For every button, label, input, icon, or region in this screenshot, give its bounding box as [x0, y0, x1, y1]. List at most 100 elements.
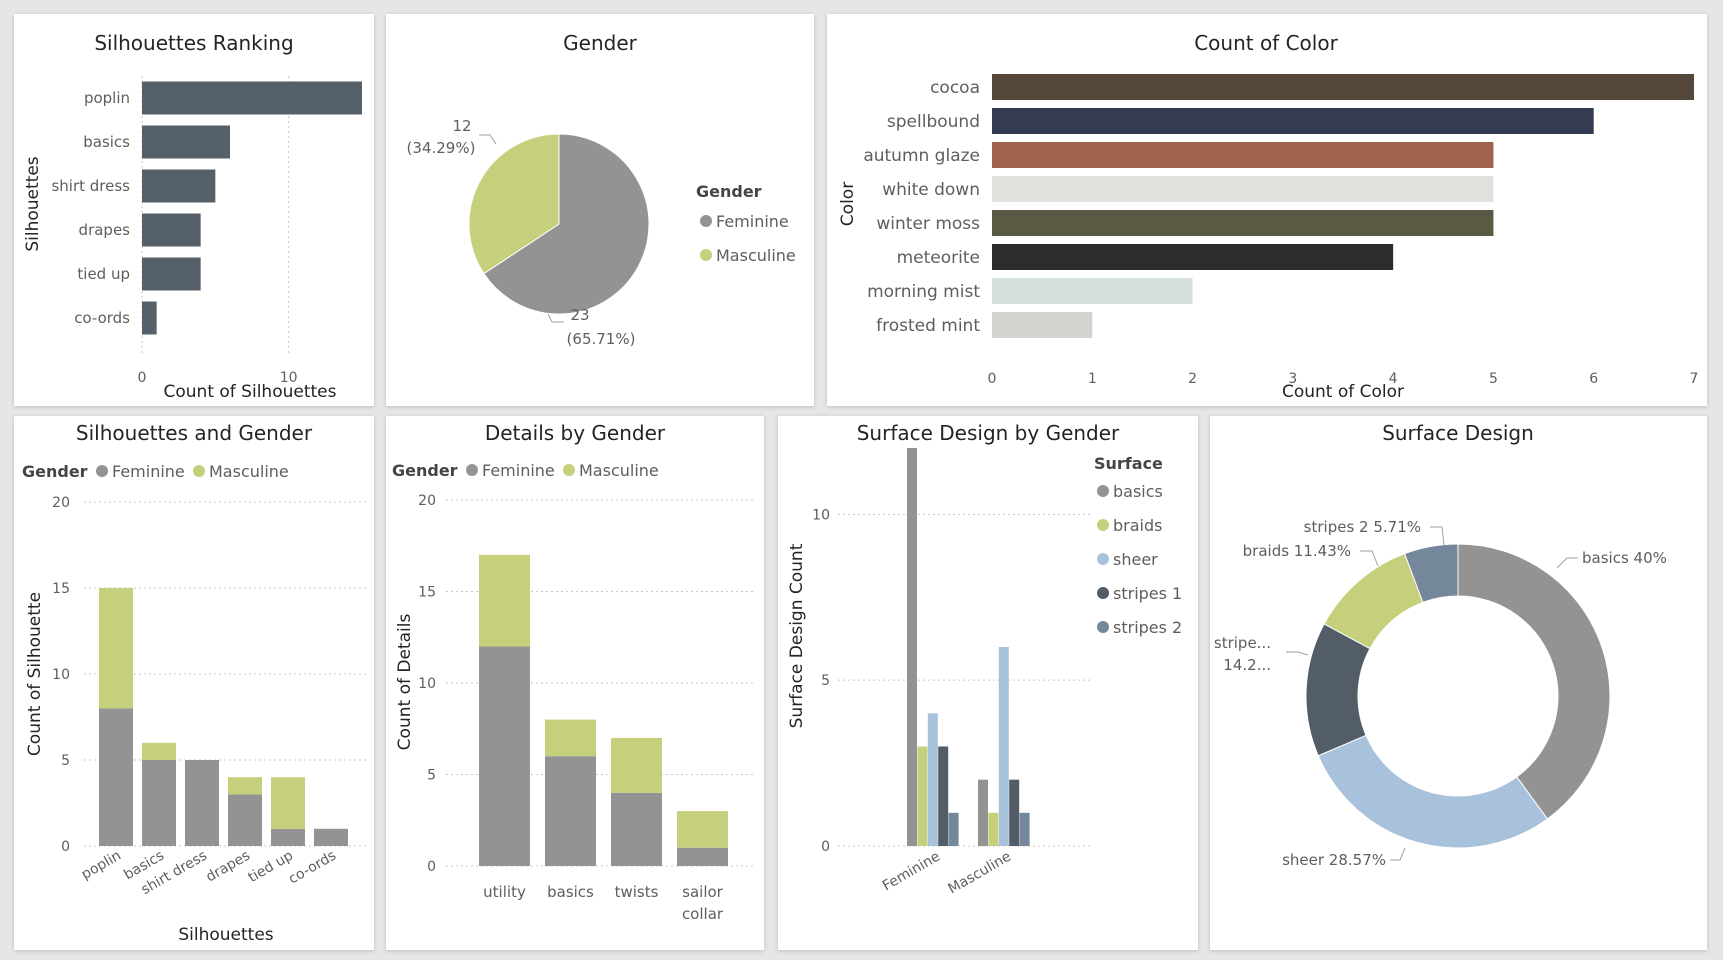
legend-item-feminine-label: Feminine [112, 462, 185, 481]
x-category-label: Feminine [880, 849, 943, 895]
slice-label: sheer 28.57% [1282, 851, 1386, 869]
y-category-label: spellbound [887, 112, 980, 132]
x-tick-label: 7 [1690, 371, 1699, 387]
legend-item-stripes-2-marker [1097, 621, 1109, 633]
legend-item-sheer-label: sheer [1113, 550, 1158, 569]
silhouettes-gender-chart: Silhouettes and Gender Gender Feminine Masc… [22, 421, 366, 945]
bar-segment-feminine-basics [142, 760, 176, 846]
bar-segment-masculine-poplin [99, 588, 133, 709]
slice-label: basics 40% [1582, 549, 1667, 567]
silhouettes-ranking-tile: Silhouettes Ranking 0 10 poplin basics shirt … [14, 14, 374, 406]
slice-pct-label: (34.29%) [407, 139, 476, 157]
slice-count-label: 12 [452, 117, 471, 135]
y-category-label: morning mist [867, 282, 980, 302]
y-tick-label: 5 [821, 673, 830, 689]
y-axis-title: Count of Silhouette [25, 592, 45, 756]
y-category-label: winter moss [876, 214, 980, 234]
y-category-label: autumn glaze [863, 146, 980, 166]
x-tick-label: 0 [988, 371, 997, 387]
gender-tile: Gender 12 (34.29%) 23 (65.71%) Gender Feminine… [386, 14, 814, 406]
legend-item-masculine-marker [563, 464, 575, 476]
slice-label: 14.2... [1223, 656, 1271, 674]
y-tick-label: 20 [52, 495, 70, 511]
x-tick-label: 6 [1589, 371, 1598, 387]
bar-segment-feminine-drapes [228, 794, 262, 846]
x-category-label: sailor [682, 883, 724, 901]
bar-white-down [992, 176, 1494, 202]
y-category-label: tied up [77, 265, 130, 283]
legend-title: Surface [1094, 454, 1163, 473]
bar-segment-masculine-twists [611, 737, 662, 793]
surface-design-chart: Surface Design basics 40% sheer 28.57% stri… [1214, 421, 1667, 869]
x-category-label: drapes [203, 848, 253, 886]
bar-braids-masculine [988, 812, 999, 846]
x-tick-label: 10 [280, 370, 298, 386]
legend-item-basics-label: basics [1113, 482, 1163, 501]
legend-item-stripes-1-marker [1097, 587, 1109, 599]
x-category-label: utility [483, 883, 526, 901]
bar-basics-masculine [978, 779, 988, 846]
donut-slice-sheer [1317, 734, 1549, 849]
surface-gender-tile: Surface Design by Gender Surface basics bra… [778, 416, 1198, 950]
slice-count-label: 23 [570, 306, 589, 324]
x-tick-label: 2 [1188, 371, 1197, 387]
y-category-label: drapes [79, 221, 131, 239]
bar-stripes-2-feminine [948, 812, 959, 846]
bar-sheer-masculine [998, 647, 1009, 846]
chart-title: Details by Gender [485, 421, 666, 445]
bar-segment-masculine-tied-up [271, 777, 305, 829]
y-tick-label: 10 [52, 667, 70, 683]
y-tick-label: 10 [812, 507, 830, 523]
y-tick-label: 5 [61, 753, 70, 769]
y-category-label: cocoa [930, 78, 980, 98]
bar-co-ords [142, 301, 157, 335]
y-category-label: meteorite [897, 248, 980, 268]
slice-pct-label: (65.71%) [567, 330, 636, 348]
legend-item-braids-label: braids [1113, 516, 1162, 535]
surface-gender-chart: Surface Design by Gender Surface basics bra… [787, 421, 1182, 897]
pie-slice-masculine [468, 133, 560, 275]
legend-item-masculine-marker [700, 249, 712, 261]
bar-segment-feminine-poplin [99, 708, 133, 846]
bar-basics [142, 125, 230, 159]
chart-title: Count of Color [1194, 31, 1338, 55]
silhouettes-gender-tile: Silhouettes and Gender Gender Feminine Masc… [14, 416, 374, 950]
bar-spellbound [992, 108, 1594, 134]
leader-line [547, 313, 564, 323]
x-category-label: poplin [79, 848, 124, 883]
legend-item-masculine-label: Masculine [209, 462, 289, 481]
y-category-label: basics [83, 133, 130, 151]
pie-slice-feminine [483, 133, 650, 315]
bar-shirt-dress [142, 169, 216, 203]
chart-title: Surface Design by Gender [857, 421, 1120, 445]
legend-item-stripes-2-label: stripes 2 [1113, 618, 1182, 637]
legend-item-feminine-marker [96, 465, 108, 477]
chart-title: Surface Design [1382, 421, 1534, 445]
bar-stripes-2-masculine [1019, 812, 1030, 846]
chart-title: Silhouettes and Gender [76, 421, 313, 445]
details-gender-tile: Details by Gender Gender Feminine Masculine… [386, 416, 764, 950]
bar-segment-feminine-sailor-collar [677, 847, 728, 866]
slice-label: braids 11.43% [1243, 542, 1351, 560]
x-category-label: twists [615, 883, 659, 901]
bar-cocoa [992, 74, 1694, 100]
bar-autumn-glaze [992, 142, 1494, 168]
legend-item-masculine-label: Masculine [579, 461, 659, 480]
bar-morning-mist [992, 278, 1193, 304]
bar-segment-feminine-tied-up [271, 828, 305, 846]
y-tick-label: 0 [427, 859, 436, 875]
y-tick-label: 20 [418, 493, 436, 509]
bar-segment-masculine-drapes [228, 777, 262, 795]
legend-title: Gender [392, 461, 458, 480]
gender-pie-chart: Gender 12 (34.29%) 23 (65.71%) Gender Feminine… [407, 31, 796, 348]
bar-segment-feminine-twists [611, 792, 662, 866]
y-category-label: white down [882, 180, 980, 200]
bar-drapes [142, 213, 201, 247]
bar-sheer-feminine [927, 713, 938, 846]
slice-label: stripes 2 5.71% [1304, 518, 1421, 536]
x-category-label: basics [547, 883, 594, 901]
bar-stripes-1-masculine [1009, 779, 1020, 846]
chart-title: Silhouettes Ranking [94, 31, 293, 55]
bar-poplin [142, 81, 362, 115]
bar-segment-masculine-sailor-collar [677, 811, 728, 848]
